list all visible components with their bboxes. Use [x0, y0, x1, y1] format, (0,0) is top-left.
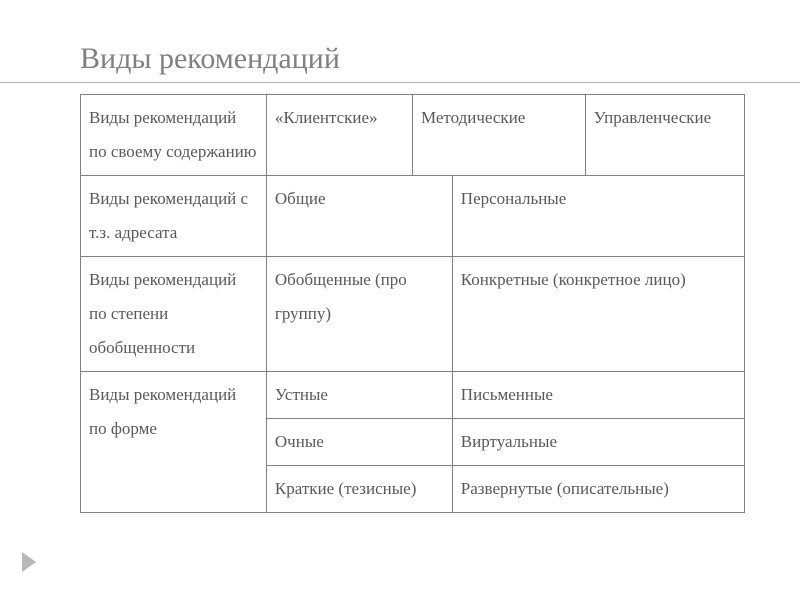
- row2-label: Виды рекомендаций с т.з. адресата: [81, 176, 267, 257]
- row2-cell1: Общие: [266, 176, 452, 257]
- table-row: Виды рекомендаций по форме Устные Письме…: [81, 372, 745, 419]
- row3-cell1: Обобщенные (про группу): [266, 257, 452, 372]
- row4b-cell2: Виртуальные: [452, 419, 744, 466]
- row1-cell3: Управленческие: [585, 95, 744, 176]
- row4-label: Виды рекомендаций по форме: [81, 372, 267, 513]
- play-icon: [22, 552, 36, 572]
- row4c-cell1: Краткие (тезисные): [266, 466, 452, 513]
- recommendations-table: Виды рекомендаций по своему содержанию «…: [80, 94, 745, 513]
- row1-label: Виды рекомендаций по своему содержанию: [81, 95, 267, 176]
- table-container: Виды рекомендаций по своему содержанию «…: [0, 94, 800, 513]
- row1-cell1: «Клиентские»: [266, 95, 412, 176]
- row4a-cell1: Устные: [266, 372, 452, 419]
- table-row: Виды рекомендаций с т.з. адресата Общие …: [81, 176, 745, 257]
- row4a-cell2: Письменные: [452, 372, 744, 419]
- row1-cell2: Методические: [412, 95, 585, 176]
- row4c-cell2: Развернутые (описательные): [452, 466, 744, 513]
- row3-label: Виды рекомендаций по степени обобщенност…: [81, 257, 267, 372]
- row3-cell2: Конкретные (конкретное лицо): [452, 257, 744, 372]
- title-area: Виды рекомендаций: [0, 0, 800, 88]
- row4b-cell1: Очные: [266, 419, 452, 466]
- row2-cell2: Персональные: [452, 176, 744, 257]
- table-row: Виды рекомендаций по своему содержанию «…: [81, 95, 745, 176]
- page-title: Виды рекомендаций: [80, 42, 800, 76]
- title-underline: [0, 82, 800, 83]
- table-row: Виды рекомендаций по степени обобщенност…: [81, 257, 745, 372]
